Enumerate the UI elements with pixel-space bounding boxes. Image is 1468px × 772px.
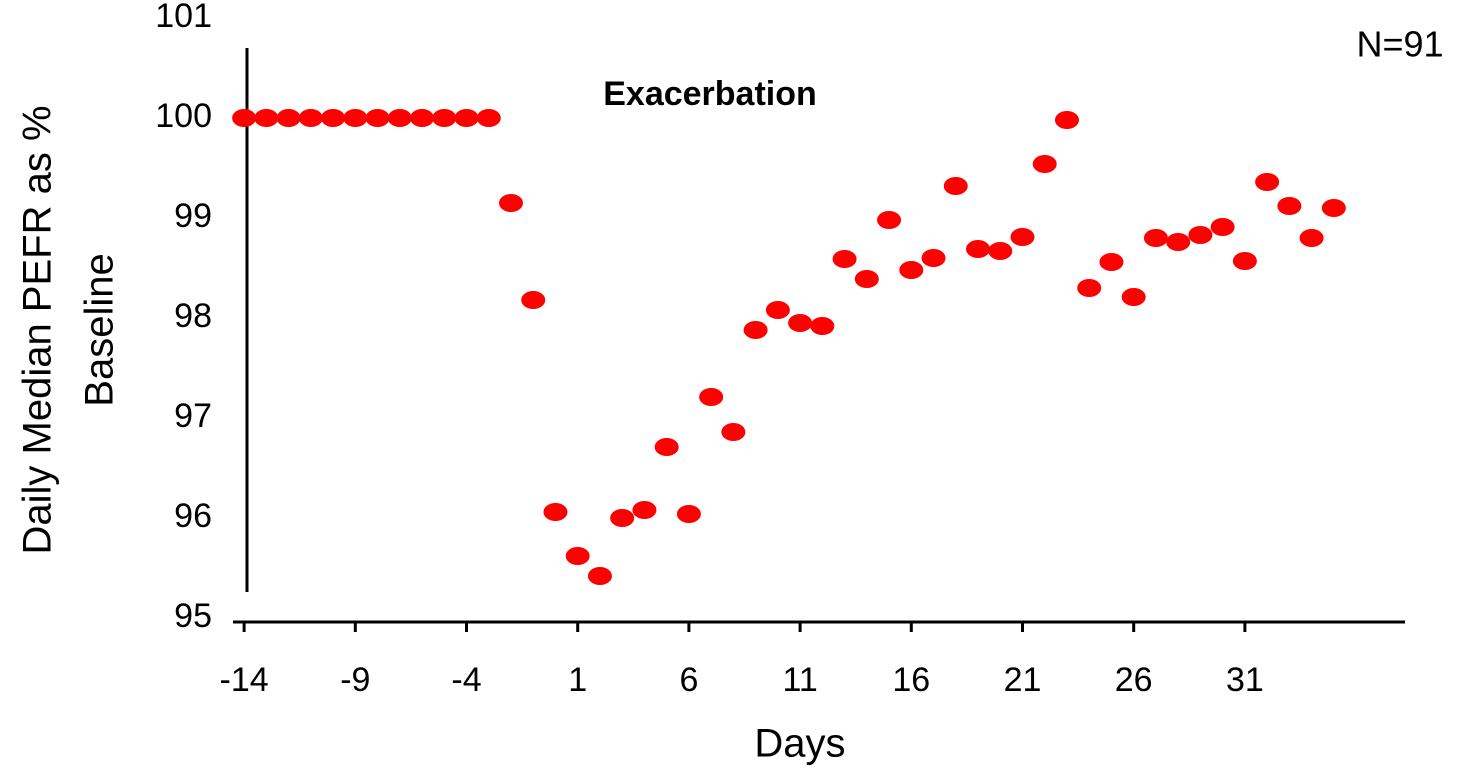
point (921, 249, 946, 267)
point (476, 109, 501, 127)
point (1099, 253, 1124, 271)
point (276, 109, 301, 127)
point (988, 242, 1013, 260)
annotation: Exacerbation (603, 75, 817, 113)
y-tick-label: 99 (174, 197, 212, 235)
point (232, 109, 257, 127)
point (432, 109, 457, 127)
point (1277, 197, 1302, 215)
x-axis-label: Days (754, 722, 845, 766)
y-tick-label: 101 (155, 0, 212, 35)
point (676, 505, 701, 523)
x-tick-label: 31 (1226, 661, 1264, 699)
point (498, 194, 523, 212)
point (410, 109, 435, 127)
point (1166, 233, 1191, 251)
point (1077, 279, 1102, 297)
y-axis-label: Daily Median PEFR as % (16, 105, 60, 554)
point (899, 261, 924, 279)
y-tick-label: 95 (174, 597, 212, 635)
point (699, 388, 724, 406)
point (587, 567, 612, 585)
point (454, 109, 479, 127)
point (1054, 111, 1079, 129)
point (1032, 155, 1057, 173)
point (321, 109, 346, 127)
point (721, 423, 746, 441)
point (521, 291, 546, 309)
point (565, 547, 590, 565)
x-tick-label: 11 (782, 661, 817, 699)
point (966, 240, 991, 258)
point (1321, 199, 1346, 217)
point (632, 501, 657, 519)
point (1255, 173, 1280, 191)
point (654, 438, 679, 456)
point (1188, 226, 1213, 244)
y-tick-label: 97 (174, 397, 212, 435)
point (543, 503, 568, 521)
x-tick-label: 16 (892, 661, 930, 699)
y-tick-label: 96 (174, 497, 212, 535)
y-tick-label: 100 (155, 97, 212, 135)
point (298, 109, 323, 127)
point (387, 109, 412, 127)
point (1010, 228, 1035, 246)
x-tick-label: 1 (568, 661, 587, 699)
point (610, 509, 635, 527)
annotation: N=91 (1356, 24, 1443, 65)
point (1232, 252, 1257, 270)
x-tick-label: -9 (340, 661, 370, 699)
point (743, 321, 768, 339)
point (765, 301, 790, 319)
x-tick-label: -14 (220, 661, 269, 699)
point (832, 250, 857, 268)
point (1210, 218, 1235, 236)
x-tick-label: 26 (1115, 661, 1153, 699)
point (1299, 229, 1324, 247)
point (810, 317, 835, 335)
x-tick-label: 21 (1004, 661, 1042, 699)
point (343, 109, 368, 127)
y-tick-label: 98 (174, 297, 212, 335)
point (254, 109, 279, 127)
point (1143, 229, 1168, 247)
point (877, 211, 902, 229)
y-axis-label: Baseline (78, 253, 122, 406)
point (854, 270, 879, 288)
x-tick-label: 6 (679, 661, 698, 699)
point (365, 109, 390, 127)
point (1121, 288, 1146, 306)
point (943, 177, 968, 195)
x-tick-label: -4 (451, 661, 481, 699)
point (788, 314, 813, 332)
